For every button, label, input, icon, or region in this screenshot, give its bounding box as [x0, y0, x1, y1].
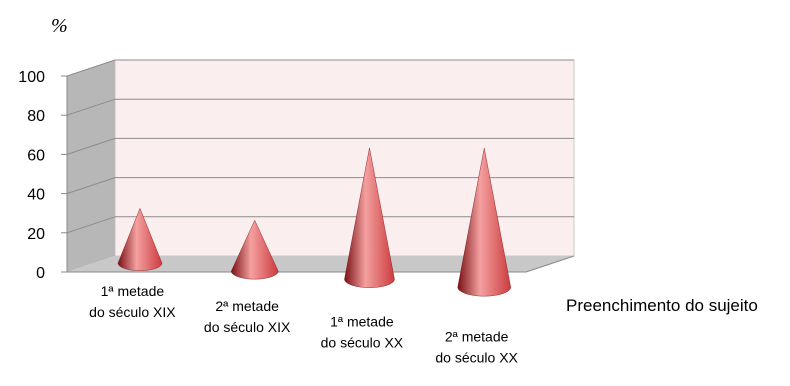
y-tick-label: 0 [36, 265, 45, 282]
x-axis-depth-edge [525, 255, 575, 273]
y-tick-label: 60 [27, 147, 45, 164]
category-label: 1ª metade [330, 313, 394, 329]
gridlines [66, 59, 574, 234]
cone-body [117, 207, 163, 271]
cone-body [231, 219, 279, 280]
cone-3 [344, 147, 395, 288]
x-axis-label: Preenchimento do sujeito [566, 296, 758, 315]
chart-walls [67, 59, 575, 272]
gridline-side [66, 177, 116, 195]
gridline-side [66, 216, 116, 234]
side-wall [67, 60, 115, 272]
gridline-side [66, 137, 116, 155]
category-label: 2ª metade [215, 298, 279, 314]
gridline-side [66, 98, 116, 116]
category-label: do século XIX [89, 304, 176, 320]
y-tick-label: 40 [27, 187, 45, 204]
y-tick-label: 20 [27, 226, 45, 243]
y-tick-label: 80 [27, 108, 45, 125]
y-tick-label: 100 [18, 69, 45, 86]
category-label: 1ª metade [101, 283, 165, 299]
axes [66, 76, 575, 273]
cone-body [457, 148, 511, 297]
gridline-side [66, 59, 116, 77]
cone-2 [231, 219, 279, 280]
y-axis-label: % [51, 15, 68, 37]
category-label: do século XX [435, 350, 518, 366]
cone-1 [117, 207, 163, 271]
category-label: do século XX [321, 334, 404, 350]
cone-4 [457, 148, 511, 297]
y-tick-labels: 0 20 40 60 80 100 [18, 69, 67, 282]
cones [117, 147, 511, 297]
category-label: do século XIX [204, 319, 291, 335]
floor [67, 256, 574, 272]
cone-body [344, 147, 395, 288]
back-wall [114, 59, 575, 257]
category-label: 2ª metade [445, 329, 509, 345]
category-labels: 1ª metade do século XIX 2ª metade do século… [89, 283, 518, 366]
